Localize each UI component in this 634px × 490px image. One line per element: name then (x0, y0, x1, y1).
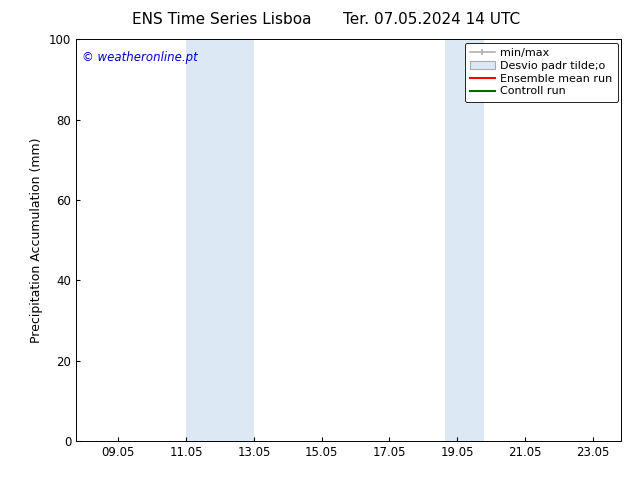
Text: © weatheronline.pt: © weatheronline.pt (82, 51, 197, 64)
Text: ENS Time Series Lisboa: ENS Time Series Lisboa (132, 12, 312, 27)
Text: Ter. 07.05.2024 14 UTC: Ter. 07.05.2024 14 UTC (342, 12, 520, 27)
Legend: min/max, Desvio padr tilde;o, Ensemble mean run, Controll run: min/max, Desvio padr tilde;o, Ensemble m… (465, 43, 618, 102)
Bar (445, 39, 484, 441)
Bar (186, 39, 254, 441)
Y-axis label: Precipitation Accumulation (mm): Precipitation Accumulation (mm) (30, 137, 43, 343)
